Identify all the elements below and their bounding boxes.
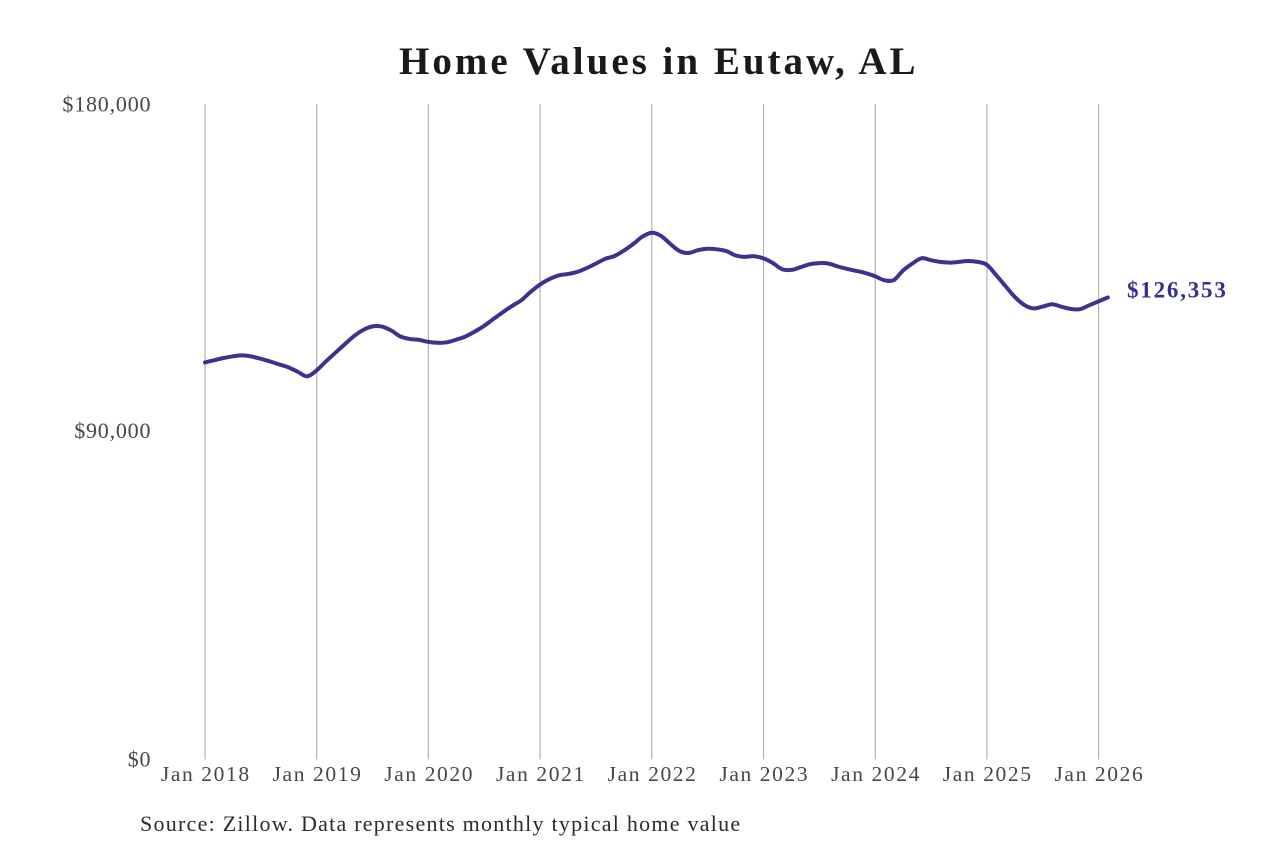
svg-text:Jan 2019: Jan 2019 <box>273 762 363 786</box>
svg-text:$0: $0 <box>128 747 152 772</box>
svg-text:Jan 2026: Jan 2026 <box>1054 762 1144 786</box>
svg-text:Home Values in Eutaw, AL: Home Values in Eutaw, AL <box>399 40 919 83</box>
svg-text:$180,000: $180,000 <box>62 91 151 116</box>
svg-text:Jan 2020: Jan 2020 <box>384 762 474 786</box>
svg-text:$90,000: $90,000 <box>74 418 151 443</box>
svg-text:Jan 2021: Jan 2021 <box>496 762 586 786</box>
svg-text:Jan 2022: Jan 2022 <box>608 762 698 786</box>
svg-text:Jan 2023: Jan 2023 <box>719 762 809 786</box>
svg-text:Source: Zillow. Data represent: Source: Zillow. Data represents monthly … <box>140 811 741 836</box>
svg-text:Jan 2025: Jan 2025 <box>943 762 1033 786</box>
svg-text:$126,353: $126,353 <box>1127 278 1228 303</box>
svg-text:Jan 2024: Jan 2024 <box>831 762 921 786</box>
svg-text:Jan 2018: Jan 2018 <box>161 762 251 786</box>
